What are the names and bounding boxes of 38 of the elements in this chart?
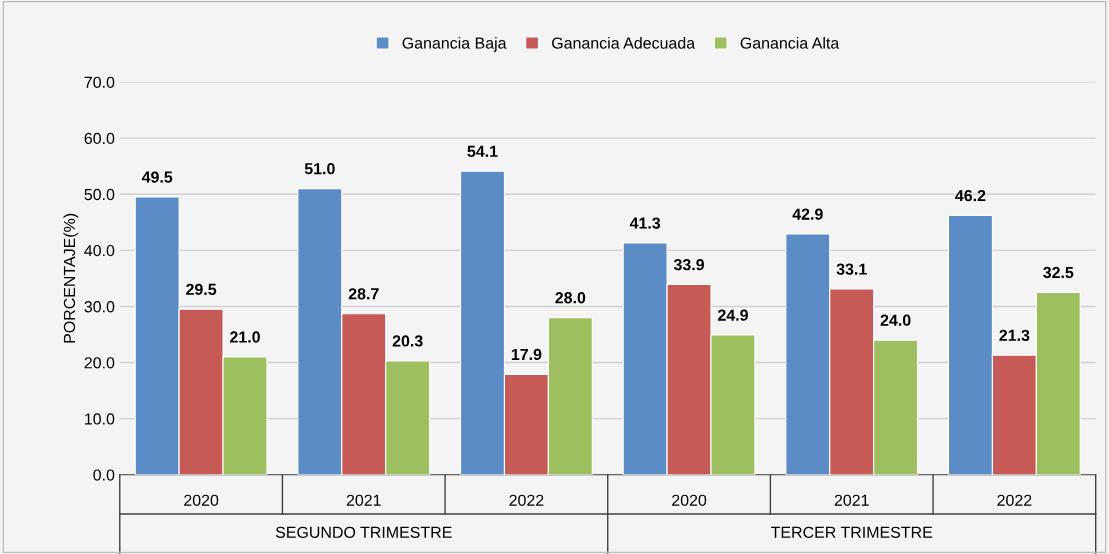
y-axis-title: PORCENTAJE(%) — [63, 213, 79, 343]
data-label: 24.9 — [717, 309, 748, 321]
data-label: 17.9 — [511, 348, 542, 361]
y-tick-label: 10.0 — [85, 413, 115, 425]
data-label: 33.1 — [836, 263, 867, 275]
x-tick-label: 2020 — [184, 494, 219, 506]
data-label: 28.7 — [348, 288, 379, 300]
data-label: 21.0 — [230, 331, 260, 343]
data-label: 33.9 — [673, 258, 705, 271]
legend-label: Ganancia Alta — [740, 37, 840, 49]
x-tick-label: 2021 — [346, 494, 381, 506]
data-label: 49.5 — [141, 171, 173, 183]
data-label: 20.3 — [392, 335, 423, 347]
x-tick-label: 2021 — [834, 494, 869, 506]
text: SEGUNDO TRIMESTRE — [275, 526, 452, 538]
x-tick-label: 2022 — [509, 494, 544, 506]
data-label: 41.3 — [629, 217, 661, 229]
text: TERCER TRIMESTRE — [771, 526, 933, 538]
y-tick-label: 40.0 — [84, 244, 115, 257]
data-label: 32.5 — [1043, 266, 1074, 279]
data-label: 29.5 — [186, 283, 217, 295]
data-label: 46.2 — [955, 189, 986, 202]
data-label: 51.0 — [304, 163, 335, 175]
x-tick-label: 2020 — [672, 494, 707, 506]
legend-label: Ganancia Adecuada — [552, 37, 696, 49]
legend-label: Ganancia Baja — [402, 37, 507, 52]
data-label: 42.9 — [792, 208, 823, 220]
y-tick-label: 70.0 — [84, 76, 115, 88]
x-tick-label: 2022 — [997, 494, 1032, 506]
y-tick-label: 50.0 — [84, 188, 115, 201]
y-tick-label: 0.0 — [93, 469, 115, 481]
y-tick-label: 30.0 — [84, 301, 115, 313]
y-tick-label: 20.0 — [84, 357, 115, 369]
data-label: 21.3 — [999, 329, 1030, 342]
y-tick-label: 60.0 — [84, 132, 115, 145]
data-label: 54.1 — [467, 145, 498, 157]
data-label: 28.0 — [555, 292, 586, 304]
data-label: 24.0 — [880, 314, 911, 326]
